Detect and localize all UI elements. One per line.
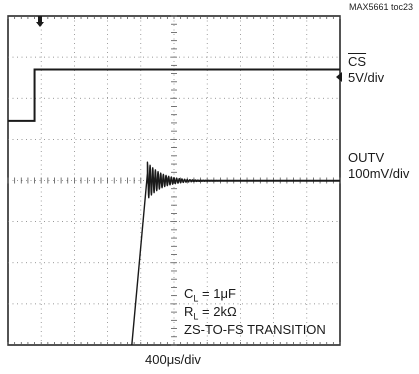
center-axes	[7, 15, 341, 346]
test-conditions: CL = 1μF RL = 2kΩ ZS-TO-FS TRANSITION	[184, 285, 326, 339]
cl-note: CL = 1μF	[184, 286, 236, 304]
traces	[8, 68, 341, 346]
timebase-label: 400μs/div	[145, 352, 201, 367]
outv-scale: 100mV/div	[348, 166, 410, 181]
grid	[7, 15, 341, 346]
outv-channel-label: OUTV 100mV/div	[348, 150, 409, 182]
outv-name: OUTV	[348, 150, 385, 165]
figure-id: MAX5661 toc23	[348, 2, 413, 12]
markers	[36, 16, 342, 82]
cs-scale: 5V/div	[348, 70, 385, 85]
cs-trace	[8, 68, 340, 122]
cs-name: CS	[348, 54, 367, 69]
level-marker-icon	[336, 72, 342, 82]
trigger-marker-icon	[36, 16, 44, 27]
cs-channel-label: CS 5V/div	[348, 54, 384, 86]
transition-note: ZS-TO-FS TRANSITION	[184, 322, 326, 337]
rl-note: RL = 2kΩ	[184, 304, 237, 322]
